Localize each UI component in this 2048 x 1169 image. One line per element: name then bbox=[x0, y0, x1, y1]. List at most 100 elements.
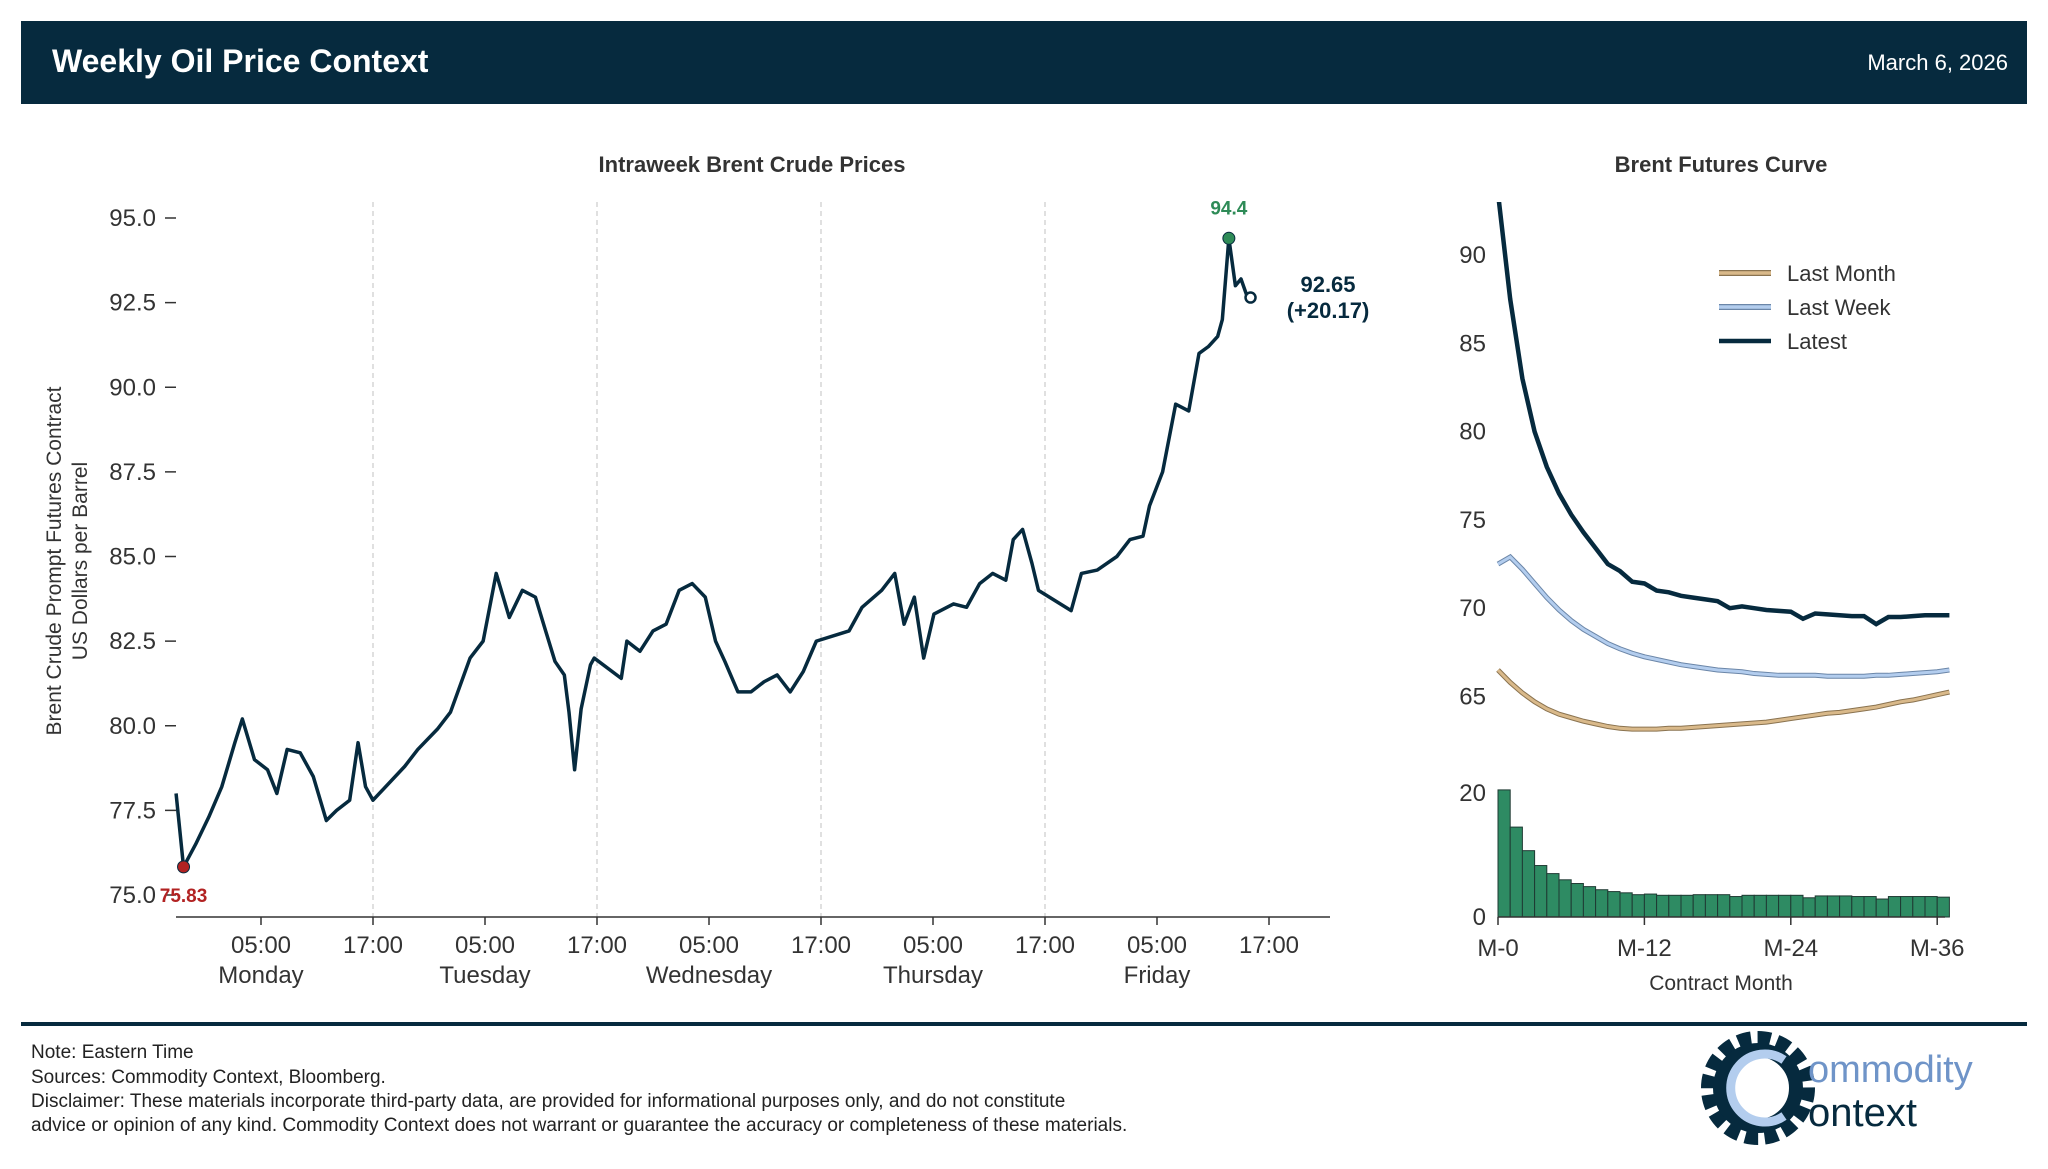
y-axis-title-line2: US Dollars per Barrel bbox=[69, 462, 92, 660]
curve-y-tick-label: 90 bbox=[1459, 242, 1486, 269]
x-tick-label: 17:00 bbox=[343, 932, 403, 959]
x-day-label: Monday bbox=[218, 962, 303, 989]
y-tick-label: 87.5 bbox=[109, 459, 156, 486]
spread-bar bbox=[1704, 894, 1719, 918]
spread-bar bbox=[1765, 894, 1780, 918]
curve-y-tick-label: 80 bbox=[1459, 419, 1486, 446]
legend: Last Month Last Week Latest bbox=[1719, 261, 1896, 354]
bar-y-tick-label: 0 bbox=[1473, 904, 1486, 931]
logo-gear-icon bbox=[1701, 1031, 1815, 1145]
futures-x-tick-label: M-0 bbox=[1477, 935, 1518, 962]
futures-x-tick-label: M-36 bbox=[1910, 935, 1965, 962]
footer-note: Note: Eastern Time bbox=[31, 1042, 194, 1063]
footer-disclaimer-1: Disclaimer: These materials incorporate … bbox=[31, 1091, 1066, 1112]
spread-bar bbox=[1875, 898, 1889, 918]
x-tick-label: 05:00 bbox=[455, 932, 515, 959]
low-marker bbox=[177, 860, 191, 874]
spread-bar bbox=[1631, 894, 1645, 918]
high-marker bbox=[1222, 231, 1236, 245]
x-tick-label: 17:00 bbox=[1239, 932, 1299, 959]
spread-bar bbox=[1790, 894, 1804, 918]
spread-bar bbox=[1595, 889, 1609, 918]
curve-y-tick-label: 85 bbox=[1459, 330, 1486, 357]
curve-last-month bbox=[1496, 668, 1950, 731]
commodity-context-logo: ommodity ontext bbox=[1701, 1031, 1973, 1145]
y-axis-title-line1: Brent Crude Prompt Futures Contract bbox=[43, 386, 66, 735]
spread-bar bbox=[1582, 886, 1597, 918]
y-tick-label: 77.5 bbox=[109, 797, 156, 824]
y-tick-label: 95.0 bbox=[109, 205, 156, 232]
x-tick-label: 05:00 bbox=[679, 932, 739, 959]
futures-x-tick-label: M-12 bbox=[1617, 935, 1672, 962]
y-tick-label: 82.5 bbox=[109, 628, 156, 655]
logo-text-commodity: ommodity bbox=[1808, 1049, 1973, 1091]
spread-bar bbox=[1778, 894, 1792, 918]
bar-y-tick-label: 20 bbox=[1459, 780, 1486, 807]
x-tick-label: 17:00 bbox=[567, 932, 627, 959]
spread-bar bbox=[1668, 894, 1682, 918]
x-day-label: Wednesday bbox=[646, 962, 772, 989]
curve-y-tick-label: 70 bbox=[1459, 595, 1486, 622]
spread-bar bbox=[1717, 894, 1731, 918]
spread-bar bbox=[1936, 896, 1950, 918]
spread-bar bbox=[1729, 896, 1743, 918]
page-title: Weekly Oil Price Context bbox=[52, 43, 429, 79]
spread-bar bbox=[1753, 894, 1767, 918]
y-tick-label: 80.0 bbox=[109, 713, 156, 740]
spread-bar bbox=[1851, 896, 1865, 918]
spread-bar bbox=[1521, 850, 1536, 918]
y-tick-label: 75.0 bbox=[109, 882, 156, 909]
x-day-label: Tuesday bbox=[439, 962, 530, 989]
spread-bar bbox=[1912, 896, 1926, 918]
legend-label-last-week: Last Week bbox=[1787, 295, 1892, 320]
intraweek-chart-title: Intraweek Brent Crude Prices bbox=[599, 152, 906, 177]
x-tick-label: 17:00 bbox=[791, 932, 851, 959]
high-label: 94.4 bbox=[1210, 198, 1247, 219]
spread-bar bbox=[1802, 897, 1816, 918]
price-line bbox=[174, 236, 1250, 869]
spread-bar bbox=[1607, 891, 1621, 918]
curve-y-tick-label: 65 bbox=[1459, 684, 1486, 711]
x-tick-label: 05:00 bbox=[231, 932, 291, 959]
header-bar: Weekly Oil Price Context March 6, 2026 bbox=[21, 21, 2027, 104]
low-label: 75.83 bbox=[160, 886, 208, 907]
spread-bar bbox=[1863, 896, 1877, 918]
spread-bar bbox=[1534, 865, 1548, 918]
spread-bar bbox=[1814, 895, 1828, 918]
spread-bar bbox=[1692, 894, 1706, 918]
logo-gear-ring bbox=[1713, 1043, 1803, 1133]
spread-bar bbox=[1546, 873, 1560, 918]
curve-latest bbox=[1496, 202, 1950, 627]
last-change-label: (+20.17) bbox=[1287, 298, 1370, 323]
futures-chart-title: Brent Futures Curve bbox=[1615, 152, 1828, 177]
futures-x-axis-title: Contract Month bbox=[1649, 972, 1793, 995]
y-tick-label: 85.0 bbox=[109, 544, 156, 571]
spread-bar bbox=[1619, 892, 1633, 918]
curve-last-week bbox=[1497, 555, 1950, 678]
x-tick-label: 17:00 bbox=[1015, 932, 1075, 959]
spread-bar bbox=[1643, 893, 1658, 918]
logo-c-icon bbox=[1726, 1049, 1787, 1127]
spread-bar bbox=[1509, 826, 1523, 918]
x-day-label: Thursday bbox=[883, 962, 983, 989]
x-day-label: Friday bbox=[1124, 962, 1191, 989]
last-price-label: 92.65 bbox=[1300, 272, 1355, 297]
report-date: March 6, 2026 bbox=[1867, 50, 2008, 75]
spread-bar bbox=[1656, 894, 1670, 918]
curve-y-tick-label: 75 bbox=[1459, 507, 1486, 534]
y-tick-label: 92.5 bbox=[109, 290, 156, 317]
futures-x-tick-label: M-24 bbox=[1763, 935, 1818, 962]
legend-label-latest: Latest bbox=[1787, 329, 1847, 354]
spread-bar bbox=[1900, 896, 1914, 918]
legend-label-last-month: Last Month bbox=[1787, 261, 1896, 286]
spread-bar bbox=[1826, 895, 1841, 918]
spread-bar bbox=[1741, 894, 1755, 918]
spread-bar bbox=[1497, 789, 1511, 918]
spread-bar bbox=[1680, 894, 1694, 918]
spread-bar bbox=[1570, 883, 1584, 918]
spread-bar bbox=[1887, 896, 1902, 918]
logo-text-context: ontext bbox=[1808, 1091, 1917, 1135]
x-tick-label: 05:00 bbox=[903, 932, 963, 959]
last-marker bbox=[1244, 291, 1257, 304]
spread-bar bbox=[1558, 879, 1572, 918]
